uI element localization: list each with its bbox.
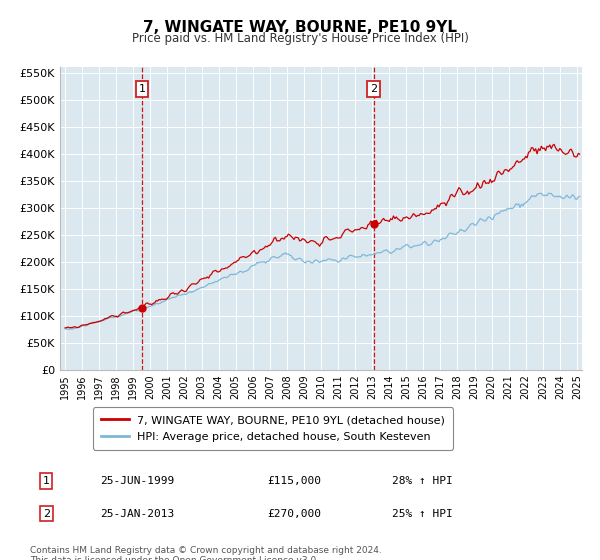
Legend: 7, WINGATE WAY, BOURNE, PE10 9YL (detached house), HPI: Average price, detached : 7, WINGATE WAY, BOURNE, PE10 9YL (detach…	[93, 407, 453, 450]
Text: £115,000: £115,000	[268, 476, 322, 486]
Text: 25% ↑ HPI: 25% ↑ HPI	[392, 508, 452, 519]
Text: Contains HM Land Registry data © Crown copyright and database right 2024.
This d: Contains HM Land Registry data © Crown c…	[30, 546, 382, 560]
Text: 2: 2	[370, 84, 377, 94]
Text: 1: 1	[43, 476, 50, 486]
Text: 7, WINGATE WAY, BOURNE, PE10 9YL: 7, WINGATE WAY, BOURNE, PE10 9YL	[143, 20, 457, 35]
Text: 25-JUN-1999: 25-JUN-1999	[100, 476, 175, 486]
Text: 28% ↑ HPI: 28% ↑ HPI	[392, 476, 452, 486]
Text: 25-JAN-2013: 25-JAN-2013	[100, 508, 175, 519]
Text: 2: 2	[43, 508, 50, 519]
Text: 1: 1	[139, 84, 145, 94]
Text: Price paid vs. HM Land Registry's House Price Index (HPI): Price paid vs. HM Land Registry's House …	[131, 32, 469, 45]
Text: £270,000: £270,000	[268, 508, 322, 519]
